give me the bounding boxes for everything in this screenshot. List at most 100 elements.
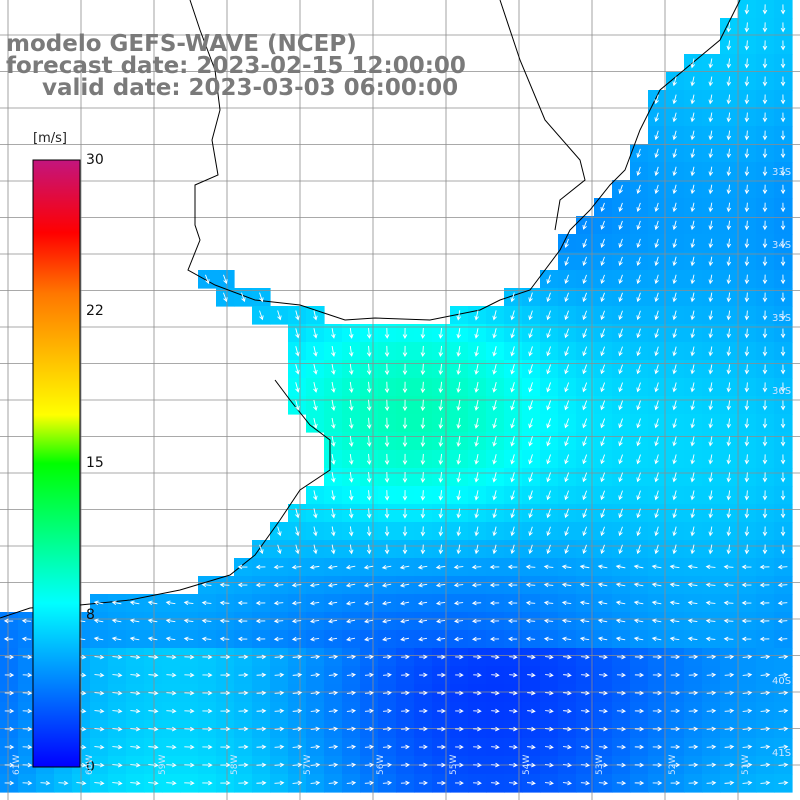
wind-arrow (220, 762, 231, 768)
wind-arrow (618, 292, 623, 303)
wind-arrow (654, 454, 659, 465)
wind-arrow (672, 346, 677, 357)
wind-arrow (652, 726, 663, 732)
wind-arrow (780, 112, 786, 123)
wind-arrow (130, 744, 141, 750)
colorbar-tick-22: 22 (86, 303, 104, 319)
wind-arrow (654, 202, 659, 213)
wind-arrow (456, 508, 462, 519)
wind-arrow (184, 654, 195, 660)
wind-arrow (744, 310, 750, 321)
wind-arrow (166, 654, 177, 660)
wind-arrow (582, 436, 588, 447)
wind-arrow (184, 690, 195, 696)
wind-arrow (581, 654, 590, 660)
wind-arrow (708, 346, 714, 357)
wind-arrow (363, 582, 374, 588)
wind-arrow (652, 690, 663, 696)
wind-arrow (474, 399, 479, 411)
wind-arrow (455, 672, 464, 678)
wind-arrow (670, 672, 681, 678)
wind-arrow (762, 202, 768, 213)
wind-arrow (21, 618, 32, 624)
wind-arrow (22, 708, 33, 714)
wind-arrow (166, 762, 177, 768)
wind-arrow (525, 618, 536, 624)
wind-arrow (634, 780, 645, 786)
wind-arrow (93, 618, 104, 624)
wind-arrow (618, 400, 623, 411)
wind-arrow (420, 399, 426, 412)
wind-arrow (654, 292, 659, 303)
wind-arrow (148, 690, 159, 696)
wind-arrow (274, 762, 285, 768)
wind-arrow (580, 726, 590, 732)
lat-label-34s: 34S (772, 240, 792, 251)
wind-arrow (256, 708, 267, 714)
wind-arrow (670, 654, 681, 660)
wind-arrow (4, 708, 15, 714)
wind-arrow (582, 220, 587, 230)
wind-arrow (780, 382, 786, 393)
wind-arrow (473, 672, 482, 678)
wind-arrow (598, 726, 608, 732)
wind-arrow (759, 636, 770, 642)
wind-arrow (220, 654, 231, 660)
wind-arrow (220, 726, 231, 732)
coastline (187, 0, 741, 321)
wind-arrow (582, 526, 587, 537)
wind-arrow (780, 22, 786, 33)
lon-label-56w: 56W (376, 754, 386, 775)
wind-arrow (600, 328, 605, 339)
wind-arrow (778, 672, 789, 678)
wind-arrow (762, 148, 768, 159)
wind-arrow (528, 364, 533, 375)
wind-arrow (672, 508, 677, 519)
wind-arrow (147, 636, 158, 642)
wind-arrow (762, 112, 768, 123)
wind-arrow (327, 564, 338, 570)
wind-arrow (527, 762, 536, 768)
wind-arrow (780, 202, 786, 213)
wind-arrow (165, 600, 176, 606)
wind-arrow (759, 600, 770, 606)
wind-arrow (383, 690, 392, 696)
wind-arrow (474, 417, 479, 429)
wind-arrow (527, 672, 536, 678)
wind-arrow (456, 363, 461, 375)
wind-arrow (708, 256, 714, 267)
wind-arrow (309, 582, 320, 588)
wind-arrow (708, 184, 714, 195)
wind-arrow (546, 544, 551, 555)
wind-arrow (348, 472, 354, 483)
wind-arrow (723, 618, 734, 624)
wind-arrow (744, 94, 750, 105)
wind-arrow (616, 780, 627, 786)
wind-arrow (654, 544, 659, 555)
wind-arrow (546, 526, 551, 537)
wind-arrow (111, 636, 122, 642)
wind-arrow (455, 744, 464, 750)
wind-arrow (205, 274, 210, 285)
wind-arrow (618, 274, 623, 285)
wind-arrow (491, 654, 500, 660)
wind-arrow (780, 418, 786, 429)
wind-arrow (762, 166, 768, 177)
wind-arrow (165, 618, 176, 624)
wind-arrow (777, 564, 788, 570)
wind-arrow (690, 166, 696, 177)
wind-arrow (744, 58, 750, 69)
wind-arrow (742, 780, 753, 786)
wind-arrow (690, 436, 695, 447)
wind-arrow (491, 708, 500, 714)
wind-arrow (509, 726, 518, 732)
wind-arrow (615, 582, 626, 588)
wind-arrow (22, 780, 33, 786)
wind-arrow (366, 544, 372, 555)
wind-arrow (544, 780, 554, 786)
wind-arrow (780, 130, 786, 141)
wind-arrow (618, 184, 623, 194)
wind-arrow (202, 744, 213, 750)
wind-arrow (600, 310, 605, 321)
